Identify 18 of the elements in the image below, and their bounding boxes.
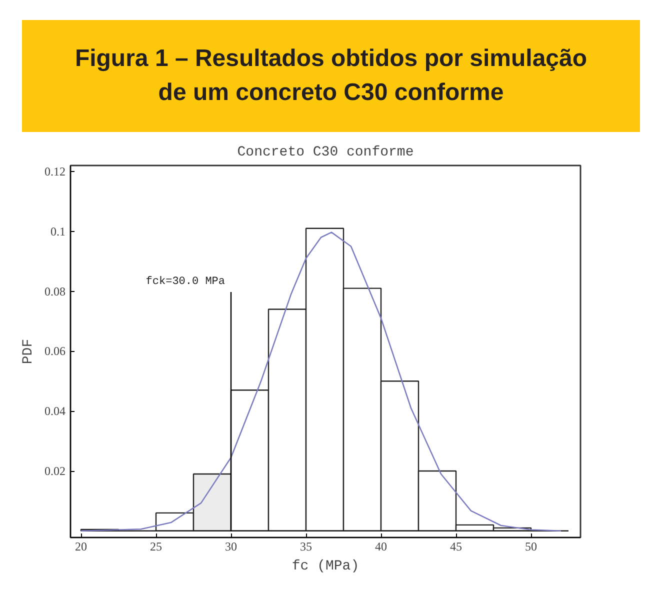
x-tick-label: 20	[75, 540, 87, 554]
y-tick-label: 0.02	[44, 464, 66, 478]
y-tick-label: 0.08	[44, 284, 66, 298]
chart-subtitle: Concreto C30 conforme	[237, 144, 414, 160]
x-axis-title: fc (MPa)	[292, 558, 360, 574]
x-tick-label: 35	[300, 540, 312, 554]
chart-title: Figura 1 – Resultados obtidos por simulação de um concreto C30 conforme	[74, 44, 588, 108]
y-tick-label: 0.12	[44, 164, 66, 178]
ref-line-label: fck=30.0 MPa	[146, 276, 226, 288]
y-tick-label: 0.04	[44, 404, 66, 418]
x-tick-label: 40	[375, 540, 387, 554]
x-tick-label: 25	[150, 540, 162, 554]
y-tick-label: 0.1	[50, 224, 66, 238]
y-tick-label: 0.06	[44, 344, 66, 358]
x-tick-label: 30	[225, 540, 237, 554]
x-tick-label: 50	[525, 540, 537, 554]
x-tick-label: 45	[450, 540, 462, 554]
y-axis-title: PDF	[20, 338, 36, 364]
